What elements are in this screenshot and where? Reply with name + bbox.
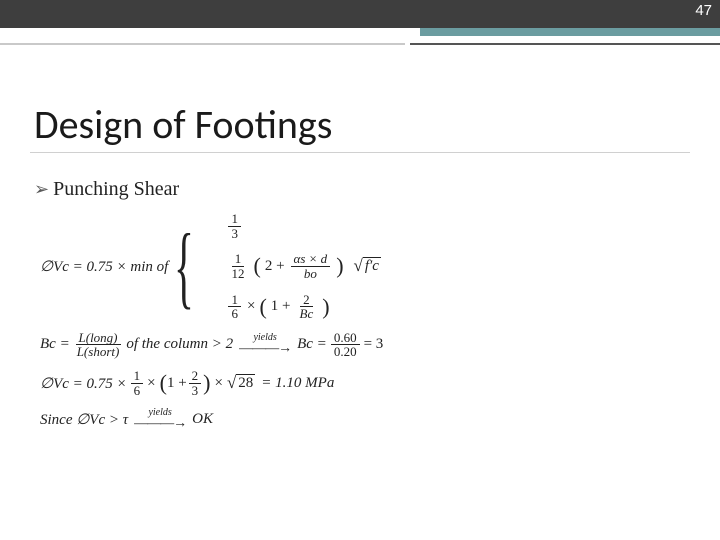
eq3-times1: × (147, 375, 155, 392)
eq2-rfrac: 0.60 0.20 (331, 331, 360, 359)
subtitle-text: Punching Shear (53, 178, 179, 200)
eq1-sqrt: √ f′c (354, 256, 381, 276)
frac-den: 6 (228, 307, 241, 321)
eq3: ∅Vc = 0.75 × 1 6 × ( 1 + 2 3 ) × √ 28 = … (40, 369, 680, 397)
eq1-opt2-coef: 1 12 (228, 252, 247, 280)
frac-den: 0.20 (331, 345, 360, 359)
frac-num: 2 (300, 293, 313, 308)
slide-top-bar: 47 (0, 0, 720, 28)
page-title: Design of Footings (34, 100, 332, 149)
eq1-brace-block: { 1 3 1 12 ( 2 + αs × d (174, 212, 381, 321)
rule-light (0, 43, 405, 45)
paren-open: ( (160, 370, 167, 396)
eq2-cond: of the column > 2 (126, 336, 233, 353)
chevron-right-icon: ➢ (34, 179, 49, 199)
eq2-rhs-pre: Bc = (297, 336, 327, 353)
eq4-text: Since ∅Vc > τ (40, 410, 128, 429)
sqrt-icon: √ (354, 256, 363, 276)
eq2-frac: L(long) L(short) (74, 331, 123, 359)
eq3-pfrac: 2 3 (189, 369, 202, 397)
eq2: Bc = L(long) L(short) of the column > 2 … (40, 331, 680, 359)
frac-den: 6 (131, 384, 144, 398)
frac-num: 1 (131, 369, 144, 384)
eq4-ok: OK (192, 411, 213, 428)
eq2-lhs: Bc = (40, 336, 70, 353)
arrow-icon: ———→ (134, 416, 186, 432)
sqrt-icon: √ (227, 373, 236, 393)
frac-den: Bc (297, 307, 317, 321)
eq4: Since ∅Vc > τ yields ———→ OK (40, 407, 680, 432)
frac-num: 1 (228, 212, 241, 227)
rule-dark (410, 43, 720, 45)
eq1-opt1: 1 3 (226, 212, 380, 240)
frac-den: 3 (189, 384, 202, 398)
brace-icon: { (174, 225, 194, 308)
subtitle: ➢Punching Shear (34, 178, 179, 201)
frac-den: 3 (228, 227, 241, 241)
equations-area: ∅Vc = 0.75 × min of { 1 3 1 12 ( 2 + (40, 212, 680, 442)
eq1-opt3-times: × (247, 298, 255, 315)
paren-close: ) (203, 370, 210, 396)
eq3-times2: × (214, 375, 222, 392)
yields-arrow: yields ———→ (239, 332, 291, 357)
page-number: 47 (695, 2, 712, 19)
eq1-options: 1 3 1 12 ( 2 + αs × d bo ) (226, 212, 380, 321)
eq1-opt2-inner-a: 2 + (265, 258, 285, 275)
eq3-lhs: ∅Vc = 0.75 × (40, 374, 127, 393)
eq1-opt3-coef: 1 6 (228, 293, 241, 321)
paren-open: ( (259, 294, 266, 320)
frac-den: 12 (228, 267, 247, 281)
paren-close: ) (322, 294, 329, 320)
yields-arrow: yields ———→ (134, 407, 186, 432)
sqrt-arg: f′c (363, 257, 381, 275)
eq1-opt3: 1 6 × ( 1 + 2 Bc ) (226, 293, 380, 321)
frac-num: 2 (189, 369, 202, 384)
eq1-opt2: 1 12 ( 2 + αs × d bo ) √ f′c (226, 252, 380, 280)
paren-close: ) (336, 253, 343, 279)
eq2-result: = 3 (364, 336, 384, 353)
frac-num: 1 (232, 252, 245, 267)
frac-num: αs × d (291, 252, 331, 267)
frac-num: 1 (228, 293, 241, 308)
eq1-opt3-inner-a: 1 + (271, 298, 291, 315)
eq1-opt2-frac: αs × d bo (291, 252, 331, 280)
frac-den: L(short) (74, 345, 123, 359)
eq1: ∅Vc = 0.75 × min of { 1 3 1 12 ( 2 + (40, 212, 680, 321)
eq1-opt3-frac: 2 Bc (297, 293, 317, 321)
eq3-sqrt: √ 28 (227, 373, 255, 393)
eq1-opt1-frac: 1 3 (228, 212, 241, 240)
eq3-f1: 1 6 (131, 369, 144, 397)
eq3-result: = 1.10 MPa (261, 375, 334, 392)
arrow-icon: ———→ (239, 341, 291, 357)
eq3-inner-a: 1 + (167, 375, 187, 392)
frac-num: L(long) (76, 331, 121, 346)
sqrt-arg: 28 (236, 374, 255, 392)
title-underline (30, 152, 690, 153)
eq1-lhs: ∅Vc = 0.75 × min of (40, 257, 168, 276)
paren-open: ( (253, 253, 260, 279)
frac-num: 0.60 (331, 331, 360, 346)
accent-band (420, 28, 720, 36)
frac-den: bo (301, 267, 320, 281)
